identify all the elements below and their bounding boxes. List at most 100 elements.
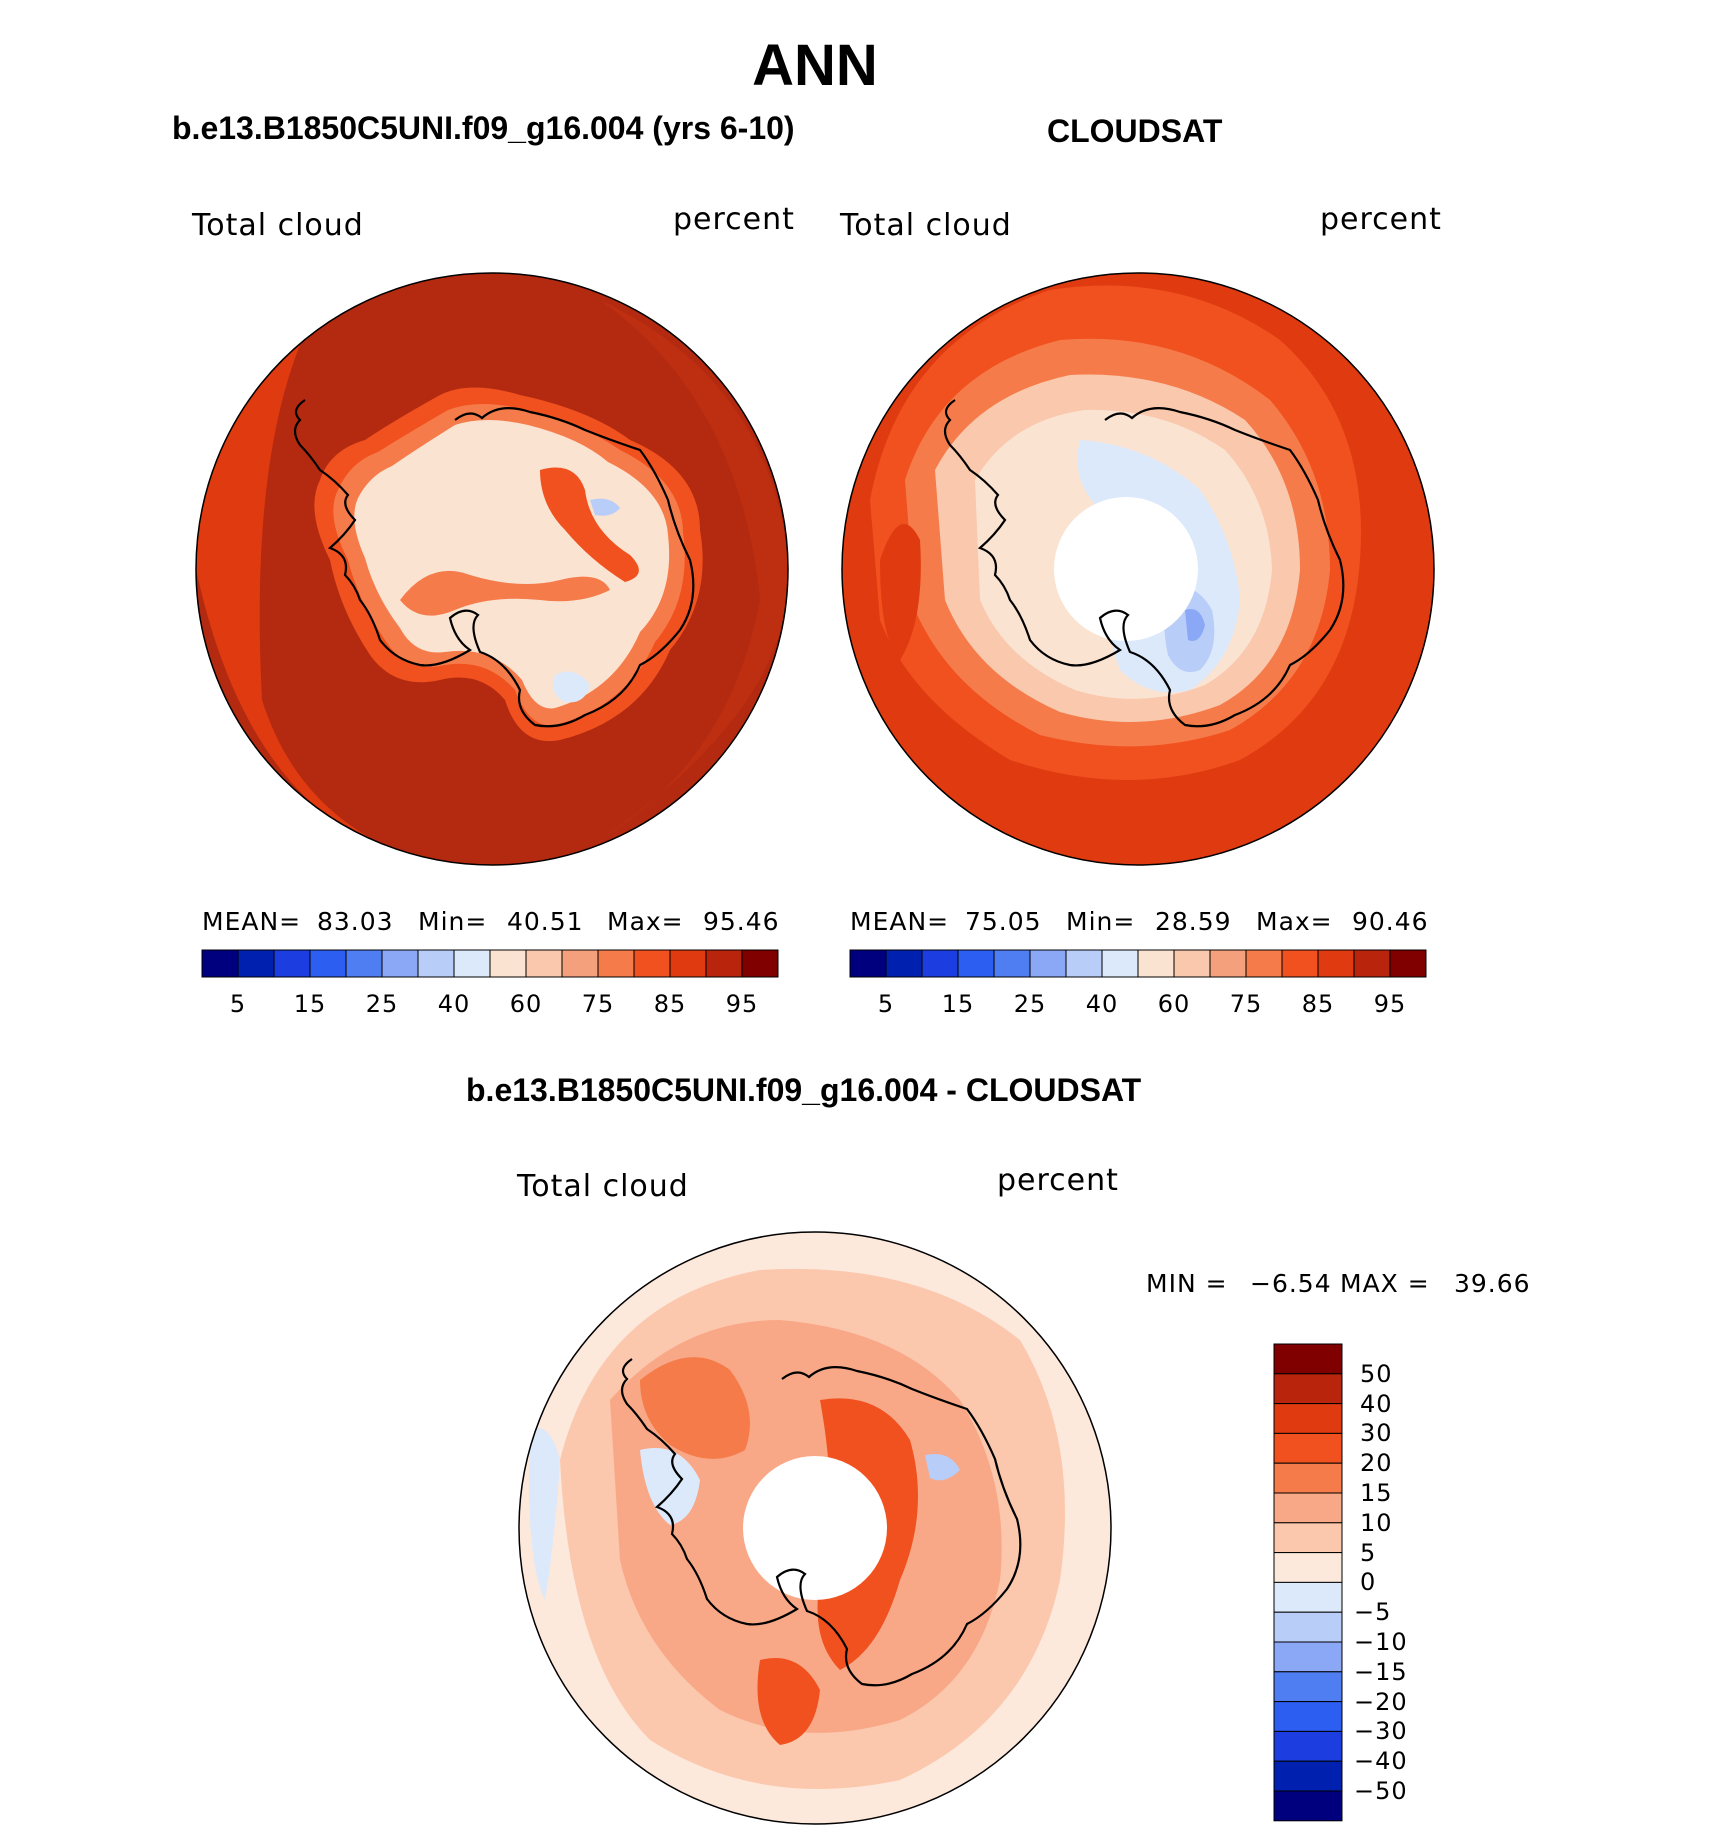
- panel1-interior-patch: [552, 671, 590, 703]
- colorbar-tick-label: 10: [1360, 1508, 1393, 1537]
- colorbar-swatch: [921, 949, 959, 978]
- colorbar-swatch: [1273, 1760, 1343, 1792]
- panel1-mean-value: 83.03: [317, 907, 394, 936]
- panel2-orange-band: [870, 285, 1361, 780]
- colorbar-swatch: [705, 949, 743, 978]
- panel2-blue-core: [1164, 587, 1215, 673]
- colorbar-swatch: [1273, 1373, 1343, 1405]
- colorbar-tick-label: 5: [877, 990, 895, 1018]
- panel3-red-patch-1: [640, 1357, 750, 1459]
- colorbar-swatch: [1245, 949, 1283, 978]
- colorbar-swatch: [1389, 949, 1427, 978]
- colorbar-tick-label: 5: [229, 990, 247, 1018]
- panel1-colorbar: [201, 949, 779, 978]
- colorbar-swatch: [1273, 1462, 1343, 1494]
- panel1-mean-label: MEAN=: [202, 907, 302, 936]
- colorbar-swatch: [1273, 1492, 1343, 1524]
- panel3-title: b.e13.B1850C5UNI.f09_g16.004 - CLOUDSAT: [466, 1072, 1142, 1108]
- colorbar-tick-label: 85: [653, 990, 687, 1018]
- panel3-red-patch-2: [817, 1398, 918, 1670]
- panel3-blue-patch-3: [925, 1454, 960, 1481]
- panel1-min-label: Min=: [418, 907, 488, 936]
- colorbar-tick-label: −50: [1354, 1777, 1408, 1805]
- panel2-title: CLOUDSAT: [1047, 113, 1223, 149]
- colorbar-swatch: [1273, 1552, 1343, 1583]
- colorbar-tick-label: 75: [581, 990, 615, 1018]
- panel1-units-label: percent: [673, 202, 795, 237]
- colorbar-swatch: [489, 949, 527, 978]
- colorbar-tick-label: 40: [1360, 1389, 1393, 1418]
- colorbar-swatch: [1273, 1790, 1343, 1822]
- colorbar-swatch: [345, 949, 383, 978]
- colorbar-swatch: [1101, 949, 1139, 978]
- panel2-min-label: Min=: [1066, 907, 1136, 936]
- colorbar-swatch: [1273, 1522, 1343, 1554]
- panel2-variable-label: Total cloud: [840, 208, 1012, 243]
- panel1-rim-band-right: [600, 300, 788, 840]
- panel2-coastline: [943, 399, 1345, 728]
- colorbar-tick-label: −20: [1354, 1687, 1408, 1716]
- colorbar-swatch: [273, 949, 311, 978]
- colorbar-swatch: [561, 949, 599, 978]
- colorbar-swatch: [237, 949, 275, 978]
- panel3-min-value: −6.54: [1250, 1269, 1332, 1298]
- colorbar-tick-label: 40: [437, 990, 471, 1018]
- panel3-colorbar: [1273, 1343, 1343, 1822]
- colorbar-tick-label: −15: [1354, 1657, 1408, 1686]
- colorbar-swatch: [417, 949, 455, 978]
- panel1-ocean-field: [196, 273, 788, 865]
- panel1-rim-band: [196, 345, 420, 860]
- colorbar-tick-label: 25: [1013, 990, 1047, 1018]
- panel2-max-value: 90.46: [1352, 907, 1429, 936]
- colorbar-swatch: [1273, 1641, 1343, 1673]
- colorbar-tick-label: 95: [725, 990, 759, 1018]
- panel3-missing-data-hole: [743, 1456, 887, 1600]
- colorbar-tick-label: 95: [1373, 990, 1407, 1018]
- panel1-interior-patch-2: [590, 498, 620, 516]
- panel3-min-label: MIN =: [1146, 1269, 1228, 1298]
- panel2-units-label: percent: [1320, 202, 1442, 237]
- colorbar-tick-label: 30: [1360, 1419, 1393, 1448]
- colorbar-swatch: [669, 949, 707, 978]
- panel3-max-value: 39.66: [1454, 1269, 1531, 1298]
- colorbar-tick-label: 5: [1360, 1538, 1377, 1567]
- panel1-interior-band: [400, 570, 610, 616]
- colorbar-swatch: [1273, 1730, 1343, 1762]
- colorbar-swatch: [633, 949, 671, 978]
- colorbar-swatch: [525, 949, 563, 978]
- colorbar-swatch: [1065, 949, 1103, 978]
- panel3-red-patch-3: [757, 1658, 820, 1745]
- panel1-min-value: 40.51: [507, 907, 584, 936]
- colorbar-swatch: [1273, 1671, 1343, 1703]
- colorbar-tick-label: 15: [293, 990, 327, 1018]
- colorbar-tick-label: 60: [509, 990, 543, 1018]
- colorbar-swatch: [1273, 1701, 1343, 1732]
- colorbar-swatch: [1273, 1432, 1343, 1464]
- panel3-blue-patch-1: [640, 1448, 700, 1525]
- panel1-coastline: [293, 399, 695, 728]
- panel1-interior-band-2: [540, 467, 639, 582]
- panel1-interior: [354, 420, 670, 709]
- panel2-max-label: Max=: [1256, 907, 1333, 936]
- panel2-blue-core-2: [1185, 609, 1205, 641]
- panel2-ocean-field: [842, 273, 1434, 865]
- panel3-light-orange-band: [560, 1268, 1065, 1789]
- colorbar-swatch: [1173, 949, 1211, 978]
- colorbar-swatch: [381, 949, 419, 978]
- panel2-colorbar: [849, 949, 1427, 978]
- panel2-min-value: 28.59: [1155, 907, 1232, 936]
- panel3-blue-patch-2: [529, 1428, 560, 1600]
- panel1-title: b.e13.B1850C5UNI.f09_g16.004 (yrs 6-10): [172, 110, 795, 146]
- panel2-missing-data-hole: [1054, 497, 1198, 641]
- colorbar-swatch: [1281, 949, 1319, 978]
- panel3-orange-band: [610, 1320, 1002, 1733]
- panel3-max-label: MAX =: [1340, 1269, 1430, 1298]
- panel1-coastal-ring: [314, 387, 703, 742]
- panel3-coastline: [620, 1358, 1022, 1687]
- colorbar-swatch: [453, 949, 491, 978]
- colorbar-tick-label: 15: [941, 990, 975, 1018]
- colorbar-swatch: [1273, 1581, 1343, 1613]
- colorbar-swatch: [1353, 949, 1391, 978]
- colorbar-swatch: [201, 949, 239, 978]
- colorbar-swatch: [741, 949, 779, 978]
